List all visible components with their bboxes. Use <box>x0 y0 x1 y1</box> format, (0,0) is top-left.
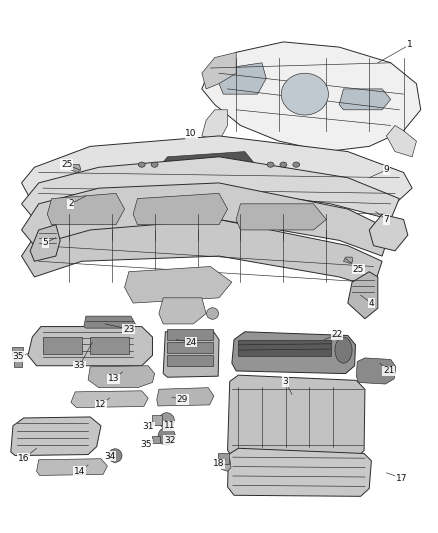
Ellipse shape <box>158 427 175 445</box>
Polygon shape <box>28 327 152 366</box>
Polygon shape <box>386 125 417 157</box>
Bar <box>167 356 212 366</box>
Polygon shape <box>47 193 124 225</box>
Polygon shape <box>348 272 378 319</box>
Ellipse shape <box>335 337 352 363</box>
Text: 5: 5 <box>42 238 48 247</box>
Bar <box>90 337 129 354</box>
Bar <box>167 342 212 353</box>
Bar <box>238 340 331 357</box>
Text: 17: 17 <box>396 473 407 482</box>
Polygon shape <box>236 204 326 230</box>
Ellipse shape <box>207 308 219 319</box>
Text: 34: 34 <box>104 451 115 461</box>
Polygon shape <box>219 63 266 94</box>
Text: 33: 33 <box>74 361 85 370</box>
Ellipse shape <box>159 413 174 429</box>
Text: 3: 3 <box>283 377 288 386</box>
Polygon shape <box>133 193 228 225</box>
Text: 9: 9 <box>384 165 389 174</box>
Text: 25: 25 <box>353 264 364 273</box>
Text: 25: 25 <box>61 160 72 169</box>
Polygon shape <box>157 387 214 406</box>
Bar <box>152 415 162 425</box>
Text: 35: 35 <box>12 352 24 361</box>
Polygon shape <box>202 42 421 151</box>
Polygon shape <box>11 417 101 456</box>
Ellipse shape <box>281 73 328 115</box>
Polygon shape <box>159 298 206 324</box>
Text: 35: 35 <box>140 440 152 449</box>
Ellipse shape <box>108 449 122 462</box>
Polygon shape <box>71 165 81 173</box>
Text: 12: 12 <box>95 400 106 409</box>
Polygon shape <box>84 316 135 328</box>
Text: 11: 11 <box>164 421 175 430</box>
Bar <box>167 329 212 340</box>
Text: 21: 21 <box>383 367 394 375</box>
Text: 13: 13 <box>108 374 120 383</box>
Polygon shape <box>159 151 253 173</box>
Text: 16: 16 <box>18 454 29 463</box>
Text: 32: 32 <box>164 436 175 445</box>
Text: 23: 23 <box>123 325 134 334</box>
Polygon shape <box>21 157 399 220</box>
Polygon shape <box>357 358 396 384</box>
Polygon shape <box>71 391 148 408</box>
Bar <box>14 358 22 367</box>
Polygon shape <box>124 266 232 303</box>
Polygon shape <box>228 448 371 496</box>
Text: 7: 7 <box>384 215 389 224</box>
Text: 29: 29 <box>177 395 188 404</box>
Polygon shape <box>21 220 382 287</box>
Bar <box>12 347 23 357</box>
Polygon shape <box>21 136 412 204</box>
Text: 22: 22 <box>332 330 343 339</box>
Bar <box>43 337 81 354</box>
Polygon shape <box>202 52 236 89</box>
Text: 31: 31 <box>142 422 154 431</box>
Text: 24: 24 <box>185 338 197 347</box>
Text: 18: 18 <box>213 459 225 469</box>
Polygon shape <box>232 332 356 374</box>
Polygon shape <box>221 459 231 471</box>
Bar <box>218 454 229 464</box>
Polygon shape <box>21 183 391 256</box>
Polygon shape <box>228 375 365 459</box>
Text: 2: 2 <box>68 199 74 208</box>
Polygon shape <box>343 257 353 263</box>
Ellipse shape <box>280 162 287 167</box>
Text: 4: 4 <box>368 298 374 308</box>
Polygon shape <box>36 459 107 475</box>
Polygon shape <box>88 366 155 387</box>
Ellipse shape <box>267 162 274 167</box>
Polygon shape <box>202 110 228 141</box>
Polygon shape <box>339 89 391 110</box>
Ellipse shape <box>151 162 158 167</box>
Ellipse shape <box>138 162 145 167</box>
Bar <box>152 436 160 442</box>
Polygon shape <box>163 330 219 377</box>
Polygon shape <box>30 225 60 261</box>
Text: 10: 10 <box>185 129 197 138</box>
Polygon shape <box>369 214 408 251</box>
Text: 1: 1 <box>407 40 413 49</box>
Ellipse shape <box>293 162 300 167</box>
Text: 14: 14 <box>74 467 85 476</box>
